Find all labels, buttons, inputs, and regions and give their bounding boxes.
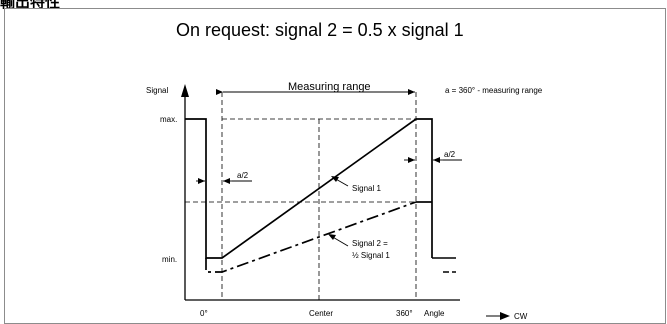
y-axis-arrow-icon [181, 84, 189, 97]
x-axis-label: Angle [424, 309, 445, 318]
direction-label: CW [514, 312, 528, 321]
signal-2-label-line1: Signal 2 = [352, 239, 388, 248]
measuring-range-label: Measuring range [288, 81, 371, 93]
y-axis-label: Signal [146, 86, 168, 95]
signal-1-leader-arrow-icon [331, 176, 339, 182]
right-a-half-label: a/2 [444, 150, 456, 159]
signal-2-line [205, 201, 417, 273]
signal-2-label-line2: ½ Signal 1 [352, 251, 390, 260]
left-a-half-label: a/2 [237, 171, 249, 180]
diagram-heading: On request: signal 2 = 0.5 x signal 1 [176, 20, 464, 40]
y-min-label: min. [162, 255, 177, 264]
x-center-label: Center [309, 309, 333, 318]
page-header: 輸出特性 [0, 0, 61, 11]
a-definition-label: a = 360° - measuring range [445, 86, 543, 95]
signal-1-label: Signal 1 [352, 184, 381, 193]
x-end-label: 360° [396, 309, 413, 318]
signal-2-leader-arrow-icon [328, 234, 336, 240]
cw-arrow-icon [500, 312, 510, 320]
y-max-label: max. [160, 115, 177, 124]
signal-1-line [185, 118, 433, 259]
x-start-label: 0° [200, 309, 208, 318]
